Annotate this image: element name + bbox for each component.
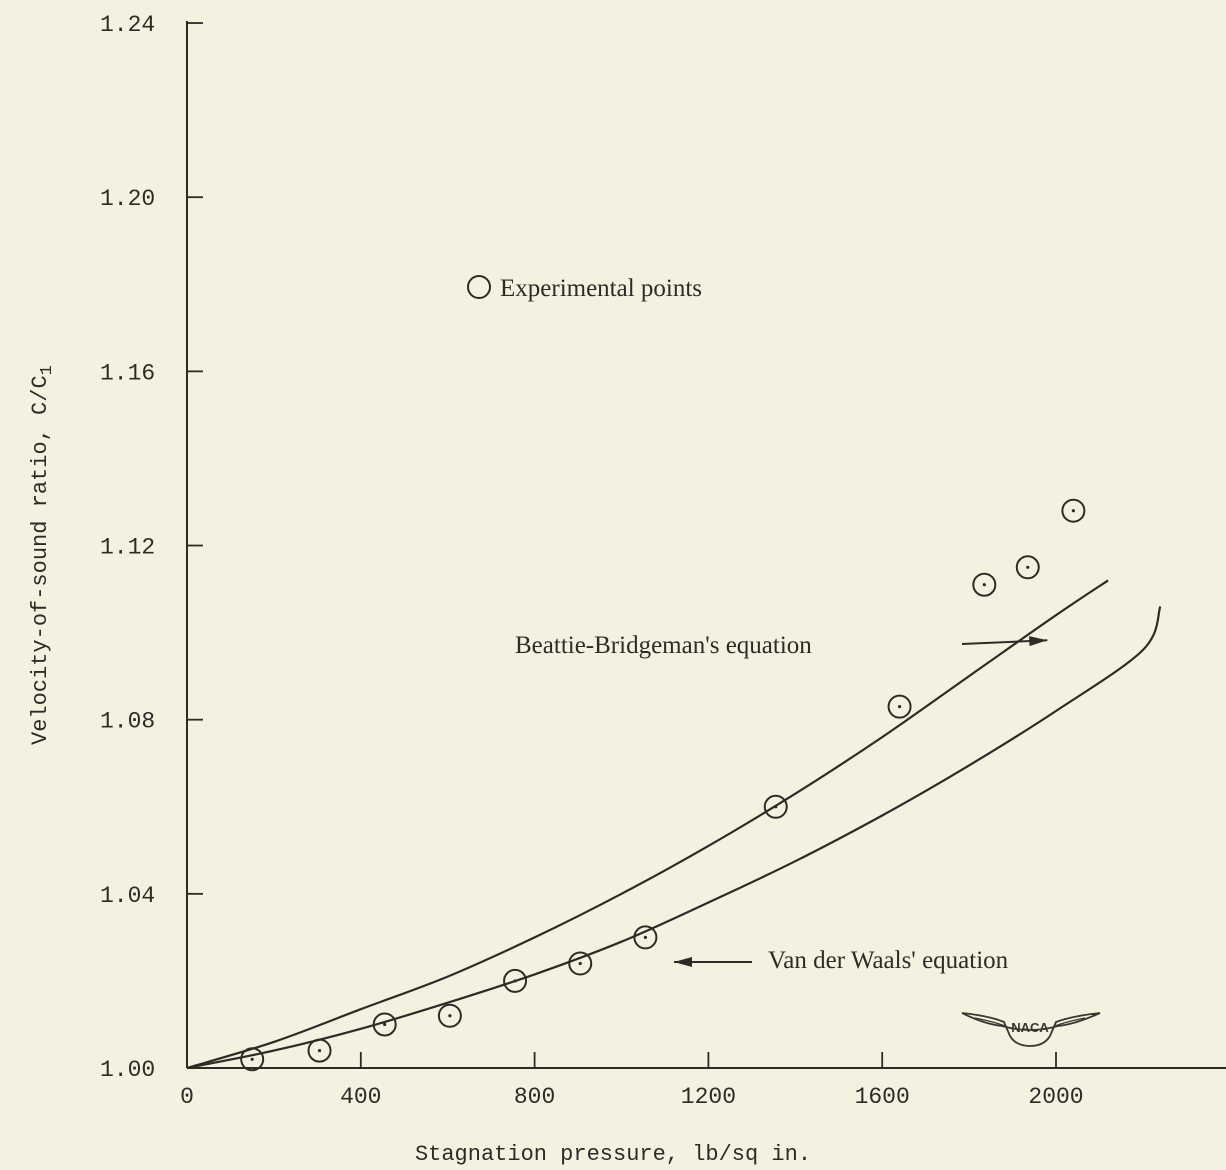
- annotation-arrow-beattie-bridgeman: [961, 636, 1048, 647]
- experimental-point: [1015, 555, 1040, 580]
- point-center-dot: [1071, 509, 1075, 513]
- naca-logo-text: NACA: [1011, 1020, 1049, 1035]
- experimental-point: [307, 1038, 332, 1063]
- y-tick-label: 1.20: [100, 186, 155, 212]
- legend-label: Experimental points: [500, 275, 702, 302]
- y-axis-title: Velocity-of-sound ratio, C/C1: [28, 365, 57, 745]
- plot-area: [186, 21, 1226, 1072]
- point-marker: [633, 925, 658, 950]
- point-marker: [887, 694, 912, 719]
- point-center-dot: [383, 1022, 387, 1027]
- experimental-point: [240, 1047, 265, 1072]
- legend: Experimental points: [467, 275, 702, 302]
- y-tick-label: 1.08: [100, 709, 155, 735]
- y-tick-label: 1.24: [100, 12, 155, 38]
- x-axis-title: Stagnation pressure, lb/sq in.: [415, 1142, 811, 1167]
- point-center-dot: [448, 1014, 452, 1018]
- point-marker: [763, 794, 788, 819]
- experimental-point: [372, 1012, 397, 1037]
- point-center-dot: [897, 705, 902, 709]
- experimental-point: [437, 1003, 462, 1028]
- experimental-point: [503, 968, 528, 993]
- annotation-van-der-waals: Van der Waals' equation: [768, 947, 1009, 974]
- y-tick-label: 1.00: [100, 1057, 155, 1083]
- point-center-dot: [643, 935, 647, 939]
- point-marker: [503, 968, 528, 993]
- point-marker: [1015, 555, 1040, 580]
- x-tick-label: 1200: [681, 1084, 736, 1110]
- beattie-bridgeman-s-equation-curve: [186, 579, 1109, 1070]
- naca-logo-feathers: [974, 1017, 1086, 1027]
- arrow-head: [674, 957, 692, 967]
- point-center-dot: [578, 961, 582, 966]
- experimental-point: [633, 925, 658, 950]
- x-tick-label: 400: [340, 1084, 381, 1110]
- point-center-dot: [250, 1057, 254, 1061]
- x-tick-label: 1600: [855, 1084, 910, 1110]
- annotation-arrow-van-der-waals: [674, 957, 752, 967]
- van-der-waals-equation-curve: [186, 606, 1162, 1070]
- point-center-dot: [982, 583, 986, 587]
- point-marker: [568, 951, 593, 976]
- y-tick-label: 1.04: [100, 883, 155, 909]
- arrow-head: [1029, 636, 1048, 647]
- point-marker: [307, 1038, 332, 1063]
- point-marker: [972, 572, 997, 597]
- y-tick-label: 1.16: [100, 360, 155, 386]
- y-tick-label: 1.12: [100, 535, 155, 561]
- annotation-beattie-bridgeman: Beattie-Bridgeman's equation: [515, 632, 812, 659]
- experimental-point: [887, 694, 912, 719]
- point-marker: [1061, 498, 1086, 523]
- experimental-point: [1061, 498, 1086, 523]
- experimental-point: [568, 951, 593, 976]
- y-axis-title-subscript: 1: [38, 365, 57, 375]
- labels-layer: 1.00 1.04 1.08 1.12 1.16 1.20 1.24 0 400 800 1200 1…: [28, 12, 1101, 1167]
- point-center-dot: [513, 979, 517, 983]
- point-marker: [372, 1012, 397, 1037]
- point-center-dot: [1026, 565, 1030, 569]
- experimental-point: [763, 794, 788, 819]
- point-center-dot: [774, 805, 778, 809]
- naca-logo: NACA: [961, 1012, 1101, 1047]
- naca-logo-wings: [961, 1012, 1101, 1047]
- x-tick-label: 2000: [1028, 1084, 1083, 1110]
- experimental-point: [972, 572, 997, 597]
- point-marker: [240, 1047, 265, 1072]
- point-center-dot: [317, 1048, 322, 1053]
- x-tick-label: 800: [514, 1084, 555, 1110]
- point-marker: [437, 1003, 462, 1028]
- legend-marker: [467, 275, 491, 299]
- x-tick-label: 0: [180, 1084, 194, 1110]
